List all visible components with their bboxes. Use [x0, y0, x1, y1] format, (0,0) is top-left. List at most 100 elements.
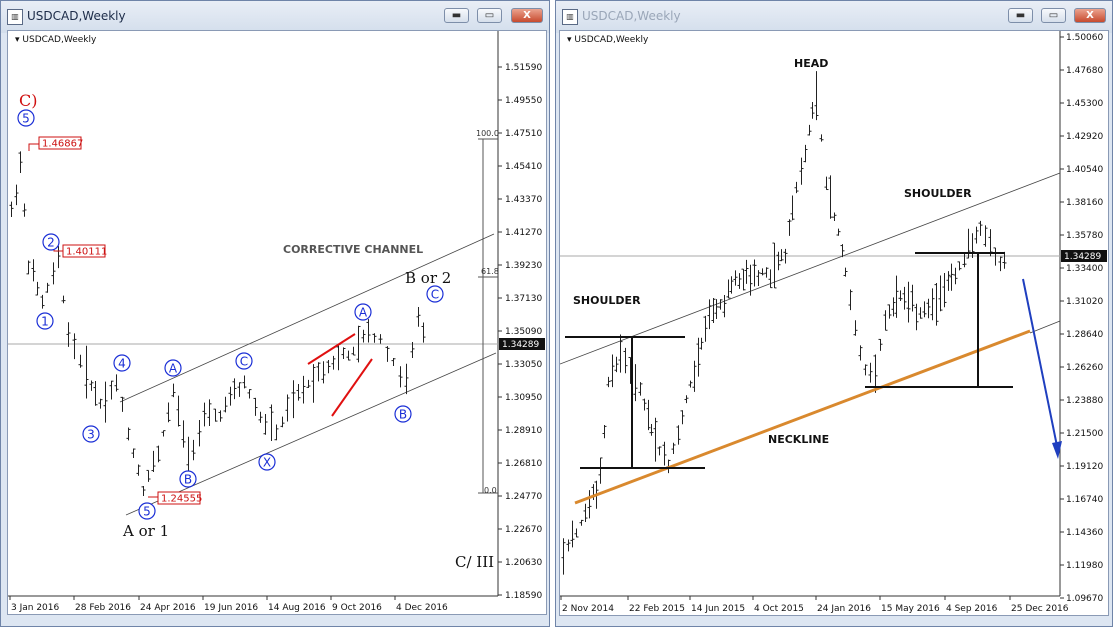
wave-label-circle-text: C	[240, 355, 248, 369]
price-tick-label: 1.47680	[1066, 66, 1103, 76]
price-tick-label: 1.39230	[505, 261, 542, 271]
wave-label-circle	[17, 109, 35, 127]
shoulder-right-label: SHOULDER	[904, 187, 972, 200]
minimize-button[interactable]: ▬	[1008, 8, 1033, 23]
wave-label-circle-text: A	[359, 306, 368, 320]
price-box	[62, 244, 106, 258]
date-tick-label: 2 Nov 2014	[562, 604, 614, 614]
current-price-box	[499, 338, 545, 350]
wave-label-circle	[36, 312, 54, 330]
date-tick-label: 15 May 2016	[881, 604, 940, 614]
left-chart-canvas[interactable]: 1.51590 1.49550 1.47510 1.45410 1.43370 1.412…	[8, 31, 546, 614]
left-window-title: USDCAD,Weekly	[27, 9, 126, 23]
head-label: HEAD	[794, 57, 828, 70]
price-tick-label: 1.18590	[505, 591, 542, 601]
left-chart-area[interactable]: ▾ USDCAD,Weekly 1.51590 1.49550 1.47510 1.4…	[7, 30, 547, 615]
price-tick-label: 1.45410	[505, 162, 542, 172]
a-or-1-label: A or 1	[122, 522, 169, 540]
right-chart-area[interactable]: ▾ USDCAD,Weekly 1.50060 1.47680 1.45300 1.4…	[559, 30, 1109, 616]
channel-lower-line	[125, 352, 497, 516]
price-tick-label: 1.14360	[1066, 528, 1103, 538]
wave-label-circle	[164, 359, 182, 377]
date-tick-label: 9 Oct 2016	[332, 603, 382, 613]
date-tick-label: 24 Jan 2016	[817, 604, 871, 614]
c-iii-label: C/ III	[455, 553, 494, 571]
wave-label-circle	[426, 285, 444, 303]
price-tick-label: 1.33400	[1066, 264, 1103, 274]
fib-label: 100.0	[476, 129, 499, 138]
left-chart-window: ▥ USDCAD,Weekly ▬ ▭ X ▾ USDCAD,Weekly 1.…	[0, 0, 550, 627]
right-titlebar[interactable]: ▥ USDCAD,Weekly ▬ ▭ X	[556, 1, 1112, 33]
date-tick-label: 22 Feb 2015	[629, 604, 685, 614]
trendline-red	[331, 358, 373, 417]
b-or-2-label: B or 2	[405, 269, 451, 287]
trendline-red	[307, 333, 356, 365]
neckline	[574, 329, 1031, 505]
price-tick-label: 1.20630	[505, 558, 542, 568]
current-price-box	[1061, 250, 1107, 262]
price-tick-label: 1.51590	[505, 63, 542, 73]
upper-trendline	[560, 172, 1061, 365]
price-box	[38, 136, 82, 150]
price-tick-label: 1.42920	[1066, 132, 1103, 142]
maximize-button[interactable]: ▭	[477, 8, 502, 23]
fib-label: 0.0	[484, 486, 497, 495]
wave-label-circle-text: 4	[118, 357, 126, 371]
right-chart-window: ▥ USDCAD,Weekly ▬ ▭ X ▾ USDCAD,Weekly 1.…	[555, 0, 1113, 627]
price-tick-label: 1.50060	[1066, 33, 1103, 43]
price-tick-label: 1.43370	[505, 195, 542, 205]
date-tick-label: 3 Jan 2016	[11, 603, 59, 613]
price-box-label: 1.40111	[66, 247, 107, 258]
price-tick-label: 1.35090	[505, 327, 542, 337]
left-titlebar[interactable]: ▥ USDCAD,Weekly ▬ ▭ X	[1, 1, 549, 33]
date-tick-label: 4 Sep 2016	[946, 604, 998, 614]
price-tick-label: 1.26260	[1066, 363, 1103, 373]
date-tick-label: 19 Jun 2016	[204, 603, 258, 613]
date-tick-label: 4 Oct 2015	[754, 604, 804, 614]
wave-label-circle-text: 3	[87, 428, 95, 442]
price-tick-label: 1.41270	[505, 228, 542, 238]
right-chart-canvas[interactable]: 1.50060 1.47680 1.45300 1.42920 1.40540 1.381…	[560, 31, 1108, 615]
price-tick-label: 1.26810	[505, 459, 542, 469]
wave-label-circle	[113, 354, 131, 372]
price-box-leader	[28, 143, 39, 151]
price-tick-label: 1.09670	[1066, 594, 1103, 604]
price-box-label: 1.24555	[161, 494, 202, 505]
current-price-label: 1.34289	[1064, 252, 1101, 262]
right-window-title: USDCAD,Weekly	[582, 9, 681, 23]
date-tick-label: 14 Aug 2016	[268, 603, 326, 613]
wave-label-circle	[138, 502, 156, 520]
date-tick-label: 28 Feb 2016	[75, 603, 131, 613]
price-tick-label: 1.24770	[505, 492, 542, 502]
wave-label-circle-text: 5	[22, 112, 30, 126]
price-box-label: 1.46867	[42, 139, 83, 150]
wave-label-circle	[179, 470, 197, 488]
close-button[interactable]: X	[511, 8, 543, 23]
wave-label-circle-text: 2	[47, 236, 55, 250]
price-tick-label: 1.45300	[1066, 99, 1103, 109]
wave-label-circle	[42, 233, 60, 251]
date-tick-label: 4 Dec 2016	[396, 603, 448, 613]
right-symbol-text: USDCAD,Weekly	[574, 35, 649, 45]
price-tick-label: 1.21500	[1066, 429, 1103, 439]
price-tick-label: 1.16740	[1066, 495, 1103, 505]
current-price-label: 1.34289	[502, 340, 539, 350]
price-tick-label: 1.31020	[1066, 297, 1103, 307]
fib-label: 61.8	[481, 267, 499, 276]
close-button[interactable]: X	[1074, 8, 1106, 23]
channel-upper-line	[119, 233, 495, 403]
chart-app-icon: ▥	[562, 9, 578, 25]
price-box	[157, 491, 201, 505]
shoulder-left-label: SHOULDER	[573, 294, 641, 307]
price-tick-label: 1.49550	[505, 96, 542, 106]
wave-label-circle-text: 5	[143, 505, 151, 519]
wave-c-label: C)	[19, 91, 37, 110]
price-tick-label: 1.23880	[1066, 396, 1103, 406]
minimize-button[interactable]: ▬	[444, 8, 469, 23]
left-symbol-text: USDCAD,Weekly	[22, 35, 97, 45]
wave-label-circle	[82, 425, 100, 443]
price-tick-label: 1.28910	[505, 426, 542, 436]
wave-label-circle-text: B	[399, 408, 407, 422]
price-tick-label: 1.28640	[1066, 330, 1103, 340]
maximize-button[interactable]: ▭	[1041, 8, 1066, 23]
